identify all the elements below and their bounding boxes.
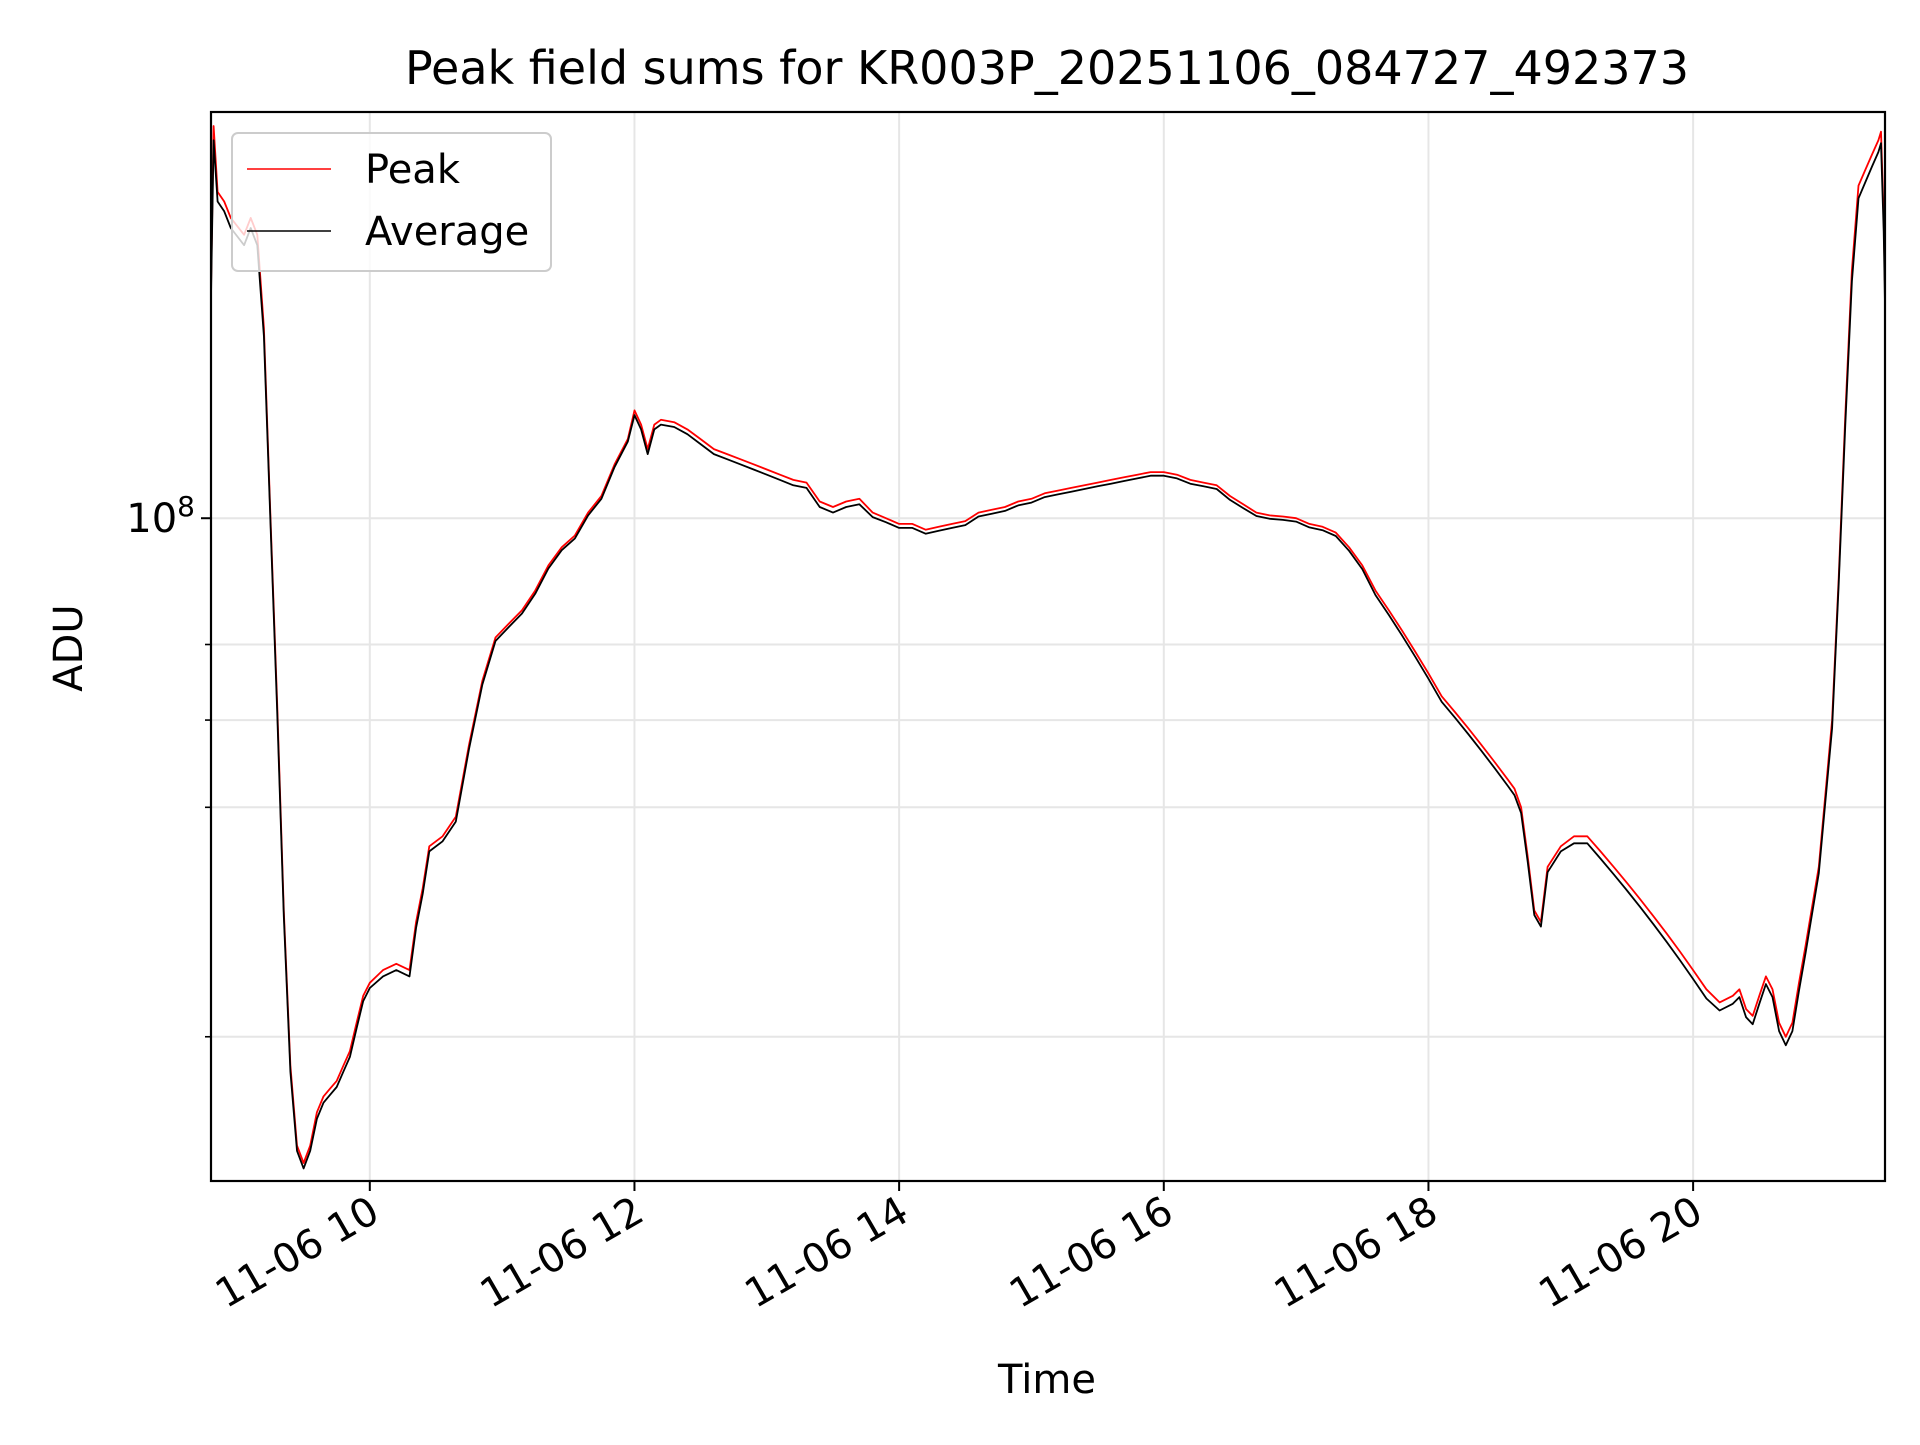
chart-title: Peak field sums for KR003P_20251106_0847… (405, 41, 1689, 95)
plot-frame (209, 110, 1887, 1183)
series-line-average (211, 139, 1885, 1170)
series-layer (211, 125, 1885, 1170)
legend-box (231, 132, 552, 272)
legend-label-peak: Peak (365, 147, 461, 193)
y-axis-label: ADU (46, 604, 92, 691)
grid-layer (211, 112, 1885, 1181)
legend: Peak Average (231, 132, 552, 272)
series-line-peak (211, 125, 1885, 1164)
y-tick-label: 108 (126, 490, 195, 542)
x-axis-label: Time (997, 1357, 1096, 1403)
legend-label-average: Average (365, 209, 529, 255)
